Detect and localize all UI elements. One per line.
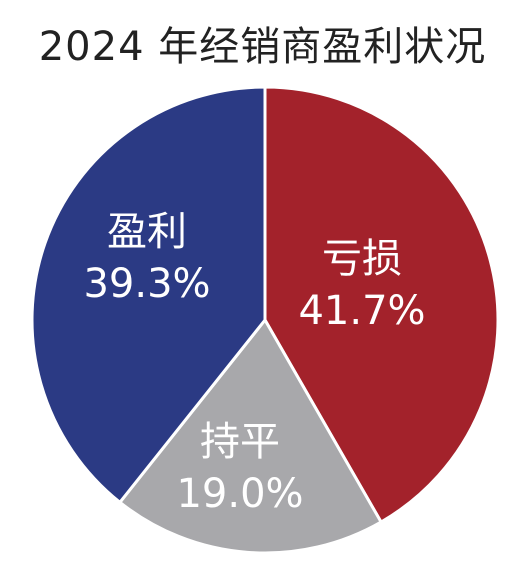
chart-title: 2024 年经销商盈利状况 bbox=[38, 24, 487, 70]
slice-value-label: 39.3% bbox=[83, 261, 210, 307]
pie-slice-3 bbox=[30, 85, 267, 504]
pie-slice-1 bbox=[263, 85, 500, 524]
slice-value-label: 41.7% bbox=[298, 288, 425, 334]
slice-name-label: 盈利 bbox=[107, 209, 187, 255]
slice-name-label: 亏损 bbox=[322, 236, 402, 282]
pie-slice-2 bbox=[118, 318, 383, 555]
slice-value-label: 19.0% bbox=[176, 471, 303, 517]
slice-name-label: 持平 bbox=[200, 419, 280, 465]
